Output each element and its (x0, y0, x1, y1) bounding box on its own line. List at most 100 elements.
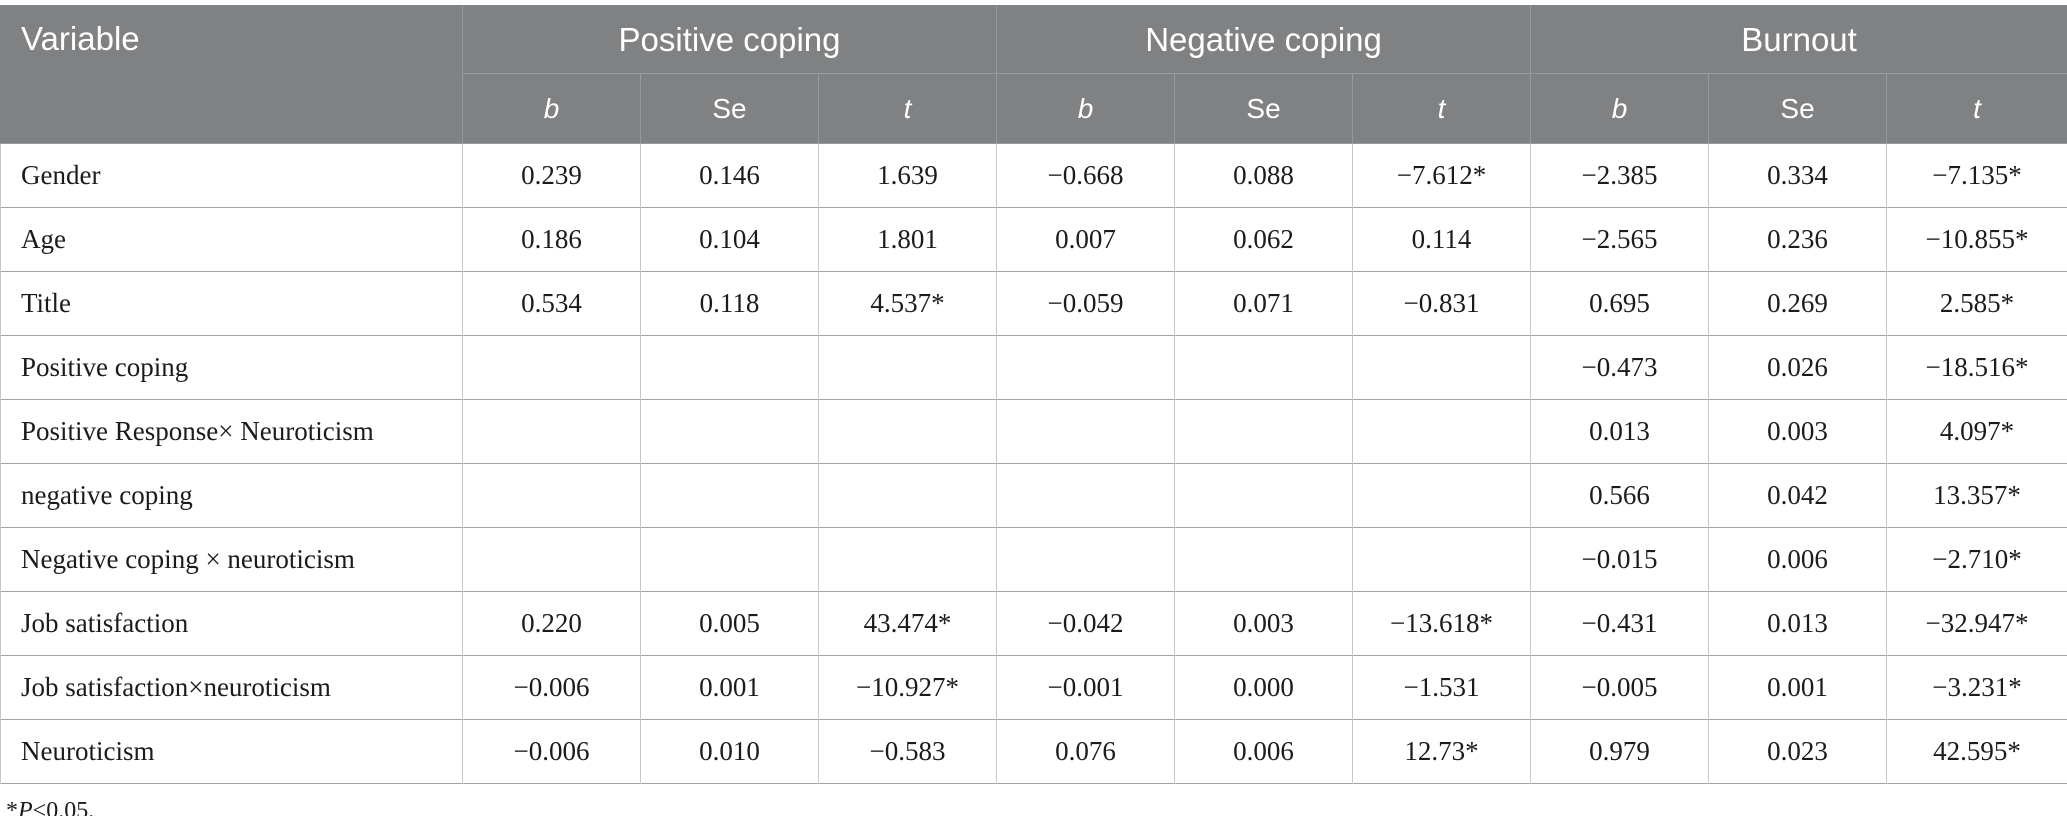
table-row: Age 0.186 0.104 1.801 0.007 0.062 0.114 −2.565 0… (0, 207, 2067, 272)
row-label: Age (0, 207, 463, 272)
value-cell: −7.135* (1886, 143, 2067, 208)
value-cell (462, 463, 641, 528)
value-cell: −10.855* (1886, 207, 2067, 272)
row-label: Positive coping (0, 335, 463, 400)
value-cell: 4.097* (1886, 399, 2067, 464)
subheader-t: t (1352, 73, 1532, 144)
value-cell: 0.088 (1174, 143, 1353, 208)
row-label: Positive Response× Neuroticism (0, 399, 463, 464)
value-cell (1174, 463, 1353, 528)
value-cell (462, 527, 641, 592)
value-cell: 0.071 (1174, 271, 1353, 336)
value-cell: 0.269 (1708, 271, 1887, 336)
header-group-row: Variable Positive coping Negative coping… (0, 5, 2067, 144)
value-cell: 0.026 (1708, 335, 1887, 400)
value-cell: 0.118 (640, 271, 819, 336)
value-cell: −0.583 (817, 719, 997, 784)
subheader-se: Se (1174, 73, 1354, 144)
value-cell: 0.114 (1352, 207, 1531, 272)
value-cell: −0.006 (462, 719, 641, 784)
value-cell: 0.334 (1708, 143, 1887, 208)
value-cell: 0.007 (996, 207, 1175, 272)
value-cell (996, 527, 1175, 592)
subheader-se: Se (1708, 73, 1888, 144)
subheader-b: b (462, 73, 641, 144)
value-cell: 42.595* (1886, 719, 2067, 784)
value-cell: 0.006 (1174, 719, 1353, 784)
value-cell (1174, 399, 1353, 464)
value-cell: 1.801 (817, 207, 997, 272)
value-cell (996, 335, 1175, 400)
table-row: negative coping 0.566 0.042 13.357* (0, 463, 2067, 528)
value-cell: −0.005 (1530, 655, 1709, 720)
value-cell: −0.431 (1530, 591, 1709, 656)
value-cell: 0.146 (640, 143, 819, 208)
table-row: Neuroticism −0.006 0.010 −0.583 0.076 0.006 12… (0, 719, 2067, 784)
subheader-t: t (1886, 73, 2067, 144)
value-cell: 0.695 (1530, 271, 1709, 336)
value-cell: −7.612* (1352, 143, 1531, 208)
header-sub-row: b Se t b Se t b Se t (1, 73, 2067, 144)
row-label: negative coping (0, 463, 463, 528)
value-cell (1352, 463, 1531, 528)
value-cell: 0.003 (1174, 591, 1353, 656)
subheader-se: Se (640, 73, 819, 144)
value-cell: 12.73* (1352, 719, 1531, 784)
subheader-b: b (996, 73, 1176, 144)
value-cell (817, 463, 997, 528)
value-cell: −0.473 (1530, 335, 1709, 400)
value-cell (996, 463, 1175, 528)
value-cell: 13.357* (1886, 463, 2067, 528)
value-cell: −2.710* (1886, 527, 2067, 592)
row-label: Title (0, 271, 463, 336)
value-cell: 0.023 (1708, 719, 1887, 784)
value-cell: 0.186 (462, 207, 641, 272)
group-header-positive-coping: Positive coping (461, 5, 998, 74)
table-row: Negative coping × neuroticism −0.015 0.006… (0, 527, 2067, 592)
value-cell (996, 399, 1175, 464)
table-row: Gender 0.239 0.146 1.639 −0.668 0.088 −7.612* −… (0, 143, 2067, 208)
value-cell: −0.015 (1530, 527, 1709, 592)
group-header-negative-coping: Negative coping (996, 5, 1532, 74)
footnote-p-symbol: P (18, 798, 33, 816)
value-cell: 0.010 (640, 719, 819, 784)
table-row: Positive Response× Neuroticism 0.013 0.003… (0, 399, 2067, 464)
value-cell (1352, 335, 1531, 400)
table-header: Variable Positive coping Negative coping… (0, 5, 2067, 144)
value-cell: 0.220 (462, 591, 641, 656)
value-cell (1174, 335, 1353, 400)
value-cell: 0.003 (1708, 399, 1887, 464)
value-cell: 0.239 (462, 143, 641, 208)
value-cell: −0.042 (996, 591, 1175, 656)
value-cell (1352, 527, 1531, 592)
value-cell (817, 335, 997, 400)
footnote-star: * (6, 798, 18, 816)
table-row: Positive coping −0.473 0.026 −18.516* (0, 335, 2067, 400)
value-cell: 0.534 (462, 271, 641, 336)
value-cell: −0.059 (996, 271, 1175, 336)
value-cell: −0.001 (996, 655, 1175, 720)
value-cell (817, 527, 997, 592)
value-cell (640, 399, 819, 464)
row-label: Job satisfaction×neuroticism (0, 655, 463, 720)
value-cell: 0.001 (640, 655, 819, 720)
value-cell: 43.474* (817, 591, 997, 656)
subheader-b: b (1530, 73, 1710, 144)
value-cell (640, 527, 819, 592)
value-cell: −0.006 (462, 655, 641, 720)
value-cell: 0.005 (640, 591, 819, 656)
table-row: Title 0.534 0.118 4.537* −0.059 0.071 −0.831 0.… (0, 271, 2067, 336)
value-cell: −2.385 (1530, 143, 1709, 208)
group-header-burnout: Burnout (1530, 5, 2067, 74)
value-cell: 0.001 (1708, 655, 1887, 720)
table-row: Job satisfaction×neuroticism −0.006 0.001−… (0, 655, 2067, 720)
footnote-threshold: <0.05. (32, 798, 95, 816)
value-cell: 0.076 (996, 719, 1175, 784)
value-cell: −0.668 (996, 143, 1175, 208)
value-cell: 0.013 (1530, 399, 1709, 464)
value-cell: −18.516* (1886, 335, 2067, 400)
value-cell: 4.537* (817, 271, 997, 336)
value-cell: −3.231* (1886, 655, 2067, 720)
value-cell: 1.639 (817, 143, 997, 208)
value-cell: 0.062 (1174, 207, 1353, 272)
